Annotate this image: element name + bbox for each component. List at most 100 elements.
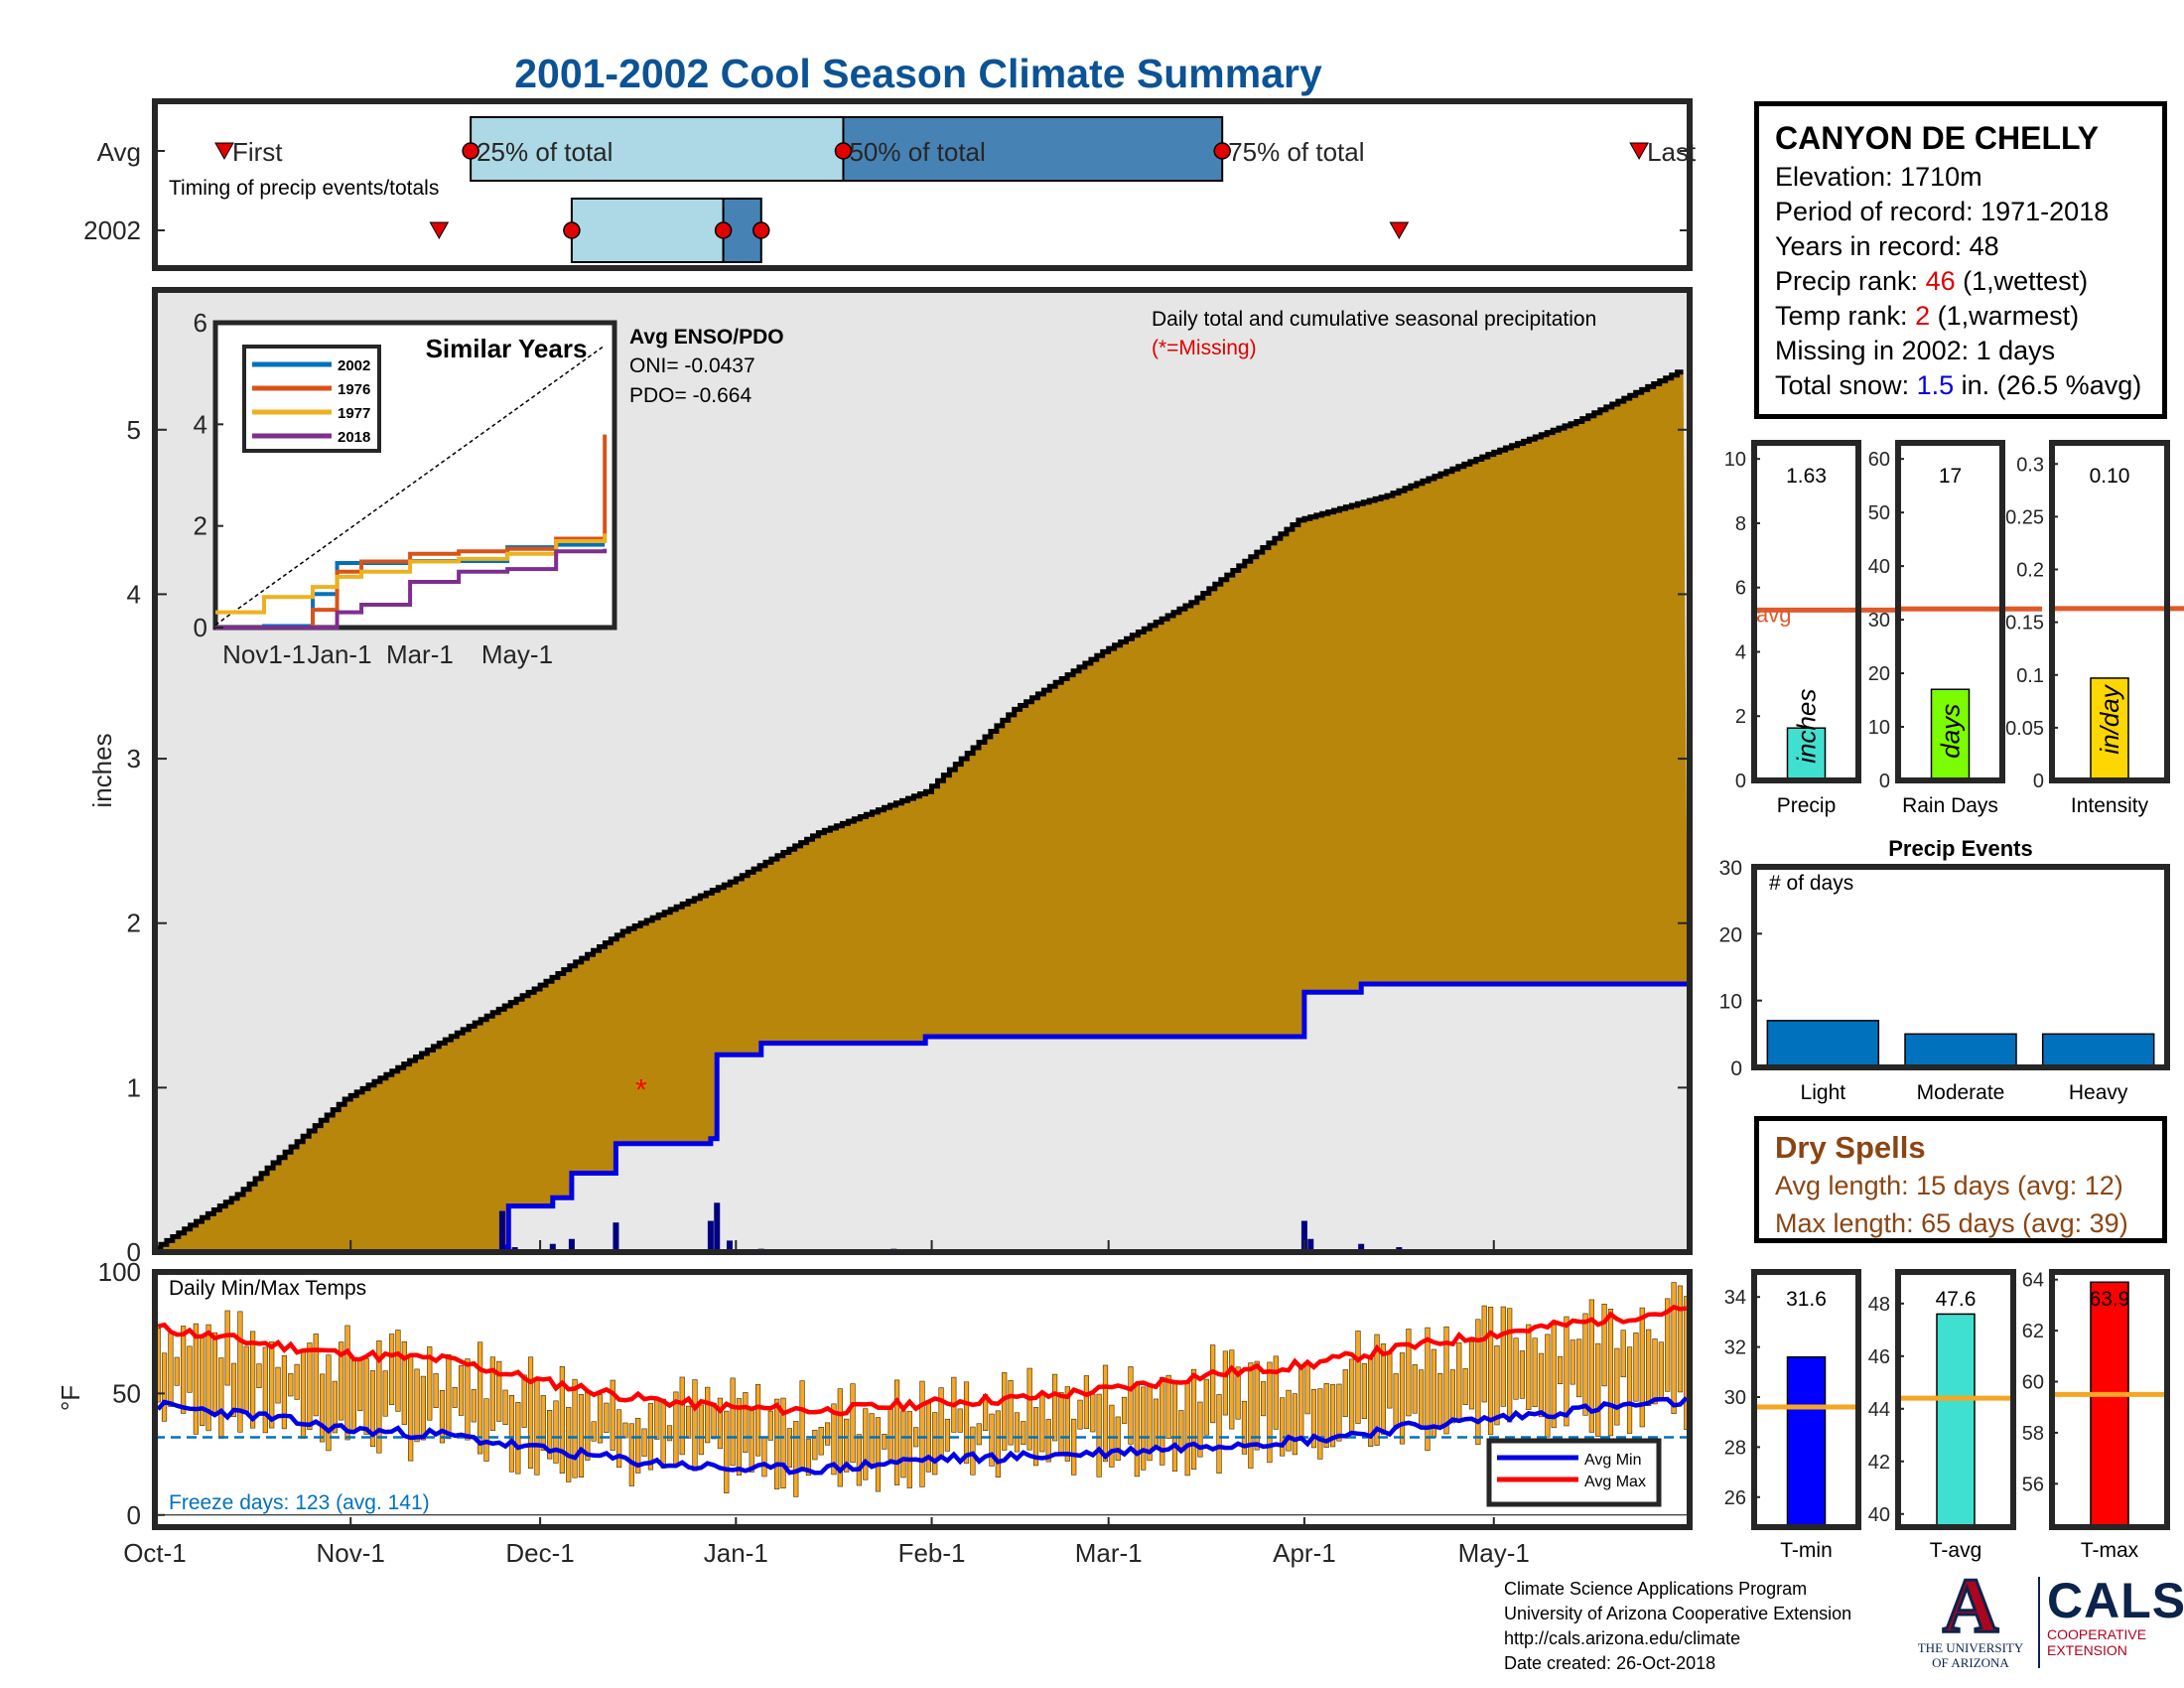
- tempbar-ytick-label: 62: [2022, 1321, 2044, 1342]
- daily-temp-bar: [193, 1323, 199, 1435]
- inset-legend-label-1976: 1976: [338, 381, 370, 398]
- daily-temp-bar: [1292, 1393, 1297, 1456]
- daily-temp-bar: [1665, 1298, 1671, 1392]
- daily-temp-bar: [1336, 1383, 1342, 1442]
- daily-temp-bar: [1229, 1349, 1235, 1430]
- tempbar-frame-T-avg: [1895, 1269, 2016, 1530]
- daily-temp-bar: [401, 1340, 407, 1425]
- event-ytick-label: 0: [1730, 1057, 1742, 1080]
- footer: Climate Science Applications Program Uni…: [1504, 1577, 1851, 1676]
- daily-temp-bar: [1342, 1369, 1348, 1417]
- daily-temp-bar: [1564, 1316, 1570, 1427]
- precip-legend-line2: (*=Missing): [1152, 337, 1257, 359]
- daily-temp-bar: [1431, 1348, 1436, 1438]
- daily-temp-bar: [585, 1390, 591, 1461]
- daily-temp-bar: [1633, 1333, 1639, 1402]
- daily-temp-bar: [1267, 1361, 1273, 1464]
- daily-temp-bar: [736, 1398, 743, 1476]
- tempbar-ytick-label: 42: [1868, 1452, 1890, 1474]
- summary-ytick-label: 60: [1868, 449, 1890, 471]
- summary-ytick-label: 50: [1868, 502, 1890, 524]
- daily-temp-bar: [1235, 1366, 1241, 1420]
- daily-temp-bar: [1058, 1392, 1064, 1454]
- inset-legend-label-1977: 1977: [338, 405, 370, 422]
- freeze-days-note: Freeze days: 123 (avg. 141): [169, 1491, 430, 1514]
- avg-50-marker: [834, 142, 853, 160]
- daily-temp-bar: [1355, 1331, 1361, 1424]
- daily-temp-bar: [508, 1395, 515, 1473]
- daily-temp-bar: [1456, 1341, 1462, 1420]
- temp-rank-label: Temp rank:: [1775, 301, 1916, 331]
- daily-temp-bar: [357, 1358, 363, 1412]
- daily-temp-bar: [831, 1403, 837, 1476]
- event-ytick-label: 30: [1719, 857, 1742, 880]
- xaxis-label-Oct-1: Oct-1: [123, 1538, 187, 1568]
- daily-temp-bar: [793, 1421, 799, 1497]
- summary-value-Intensity: 0.10: [2090, 465, 2130, 488]
- summary-ytick-label: 0.25: [2005, 506, 2044, 528]
- daily-temp-bar: [427, 1346, 433, 1421]
- university-of-arizona-logo: A THE UNIVERSITY OF ARIZONA: [1916, 1565, 2025, 1670]
- daily-temp-bar: [1406, 1329, 1412, 1417]
- snow-value: 1.5: [1916, 370, 1955, 400]
- daily-temp-bar: [1513, 1337, 1519, 1400]
- daily-temp-bar: [1178, 1410, 1184, 1449]
- daily-temp-bar: [458, 1365, 465, 1416]
- daily-temp-bar: [1008, 1380, 1014, 1446]
- daily-temp-bar: [559, 1366, 565, 1474]
- daily-temp-bar: [1317, 1388, 1323, 1460]
- daily-temp-bar: [326, 1354, 332, 1452]
- temp-ytick-label: 0: [127, 1500, 141, 1530]
- summary-unit-Intensity: in/day: [2095, 683, 2124, 754]
- summary-ytick-label: 0: [2033, 771, 2044, 792]
- snow-note: in. (26.5 %avg): [1954, 370, 2142, 400]
- timing-row-2002: 2002: [83, 215, 141, 245]
- daily-temp-bar: [1545, 1334, 1551, 1438]
- xaxis-label-Apr-1: Apr-1: [1273, 1538, 1336, 1568]
- event-ytick-label: 20: [1719, 923, 1742, 946]
- snow-label: Total snow:: [1775, 370, 1917, 400]
- daily-temp-bar: [1443, 1326, 1449, 1435]
- footer-line2: University of Arizona Cooperative Extens…: [1504, 1604, 1852, 1623]
- daily-temp-bar: [433, 1373, 439, 1408]
- inset-ytick-label: 6: [194, 308, 207, 338]
- temp-ylabel: °F: [56, 1385, 85, 1411]
- precip-ytick-label: 5: [127, 415, 141, 445]
- daily-temp-bar: [610, 1379, 615, 1451]
- daily-temp-bar: [540, 1395, 546, 1451]
- summary-ytick-label: 20: [1868, 663, 1890, 685]
- daily-temp-bar: [489, 1356, 495, 1431]
- avg-25-50-box: [470, 116, 845, 182]
- summary-value-Precip: 1.63: [1786, 465, 1827, 488]
- daily-temp-bar: [1260, 1381, 1267, 1417]
- precip-rank-label: Precip rank:: [1775, 266, 1926, 296]
- logo-divider: [2038, 1577, 2040, 1668]
- xaxis-label-Mar-1: Mar-1: [1075, 1538, 1143, 1568]
- daily-temp-bar: [1588, 1299, 1594, 1433]
- daily-temp-bar: [1026, 1367, 1032, 1451]
- ua-logo-line2: OF ARIZONA: [1932, 1655, 2009, 1670]
- station-info-box: CANYON DE CHELLY Elevation: 1710m Period…: [1754, 101, 2167, 419]
- daily-temp-bar: [1280, 1397, 1286, 1457]
- daily-temp-bar: [483, 1398, 489, 1462]
- daily-temp-bar: [692, 1379, 698, 1472]
- daily-temp-bar: [502, 1389, 508, 1425]
- daily-temp-bar: [408, 1353, 414, 1462]
- daily-temp-bar: [1380, 1343, 1387, 1435]
- daily-temp-bar: [1171, 1379, 1178, 1472]
- daily-temp-bar: [869, 1413, 875, 1465]
- daily-temp-bar: [350, 1358, 357, 1431]
- footer-line3[interactable]: http://cals.arizona.edu/climate: [1504, 1628, 1741, 1648]
- daily-temp-bar: [547, 1409, 553, 1460]
- daily-temp-bar: [262, 1346, 268, 1434]
- daily-temp-bar: [275, 1366, 281, 1404]
- daily-temp-bar: [1329, 1384, 1336, 1448]
- daily-temp-bar: [900, 1410, 906, 1478]
- daily-temp-bar: [932, 1412, 938, 1476]
- precip-panel: * 0 1 2 3 4 5 inches Daily total and cumulativ…: [87, 287, 1693, 1267]
- summary-ytick-label: 2: [1735, 706, 1746, 728]
- daily-temp-bar: [578, 1394, 585, 1477]
- inset-line-2018: [215, 548, 608, 630]
- daily-temp-bar: [446, 1353, 452, 1440]
- precip-events-ylabel: # of days: [1769, 872, 1853, 895]
